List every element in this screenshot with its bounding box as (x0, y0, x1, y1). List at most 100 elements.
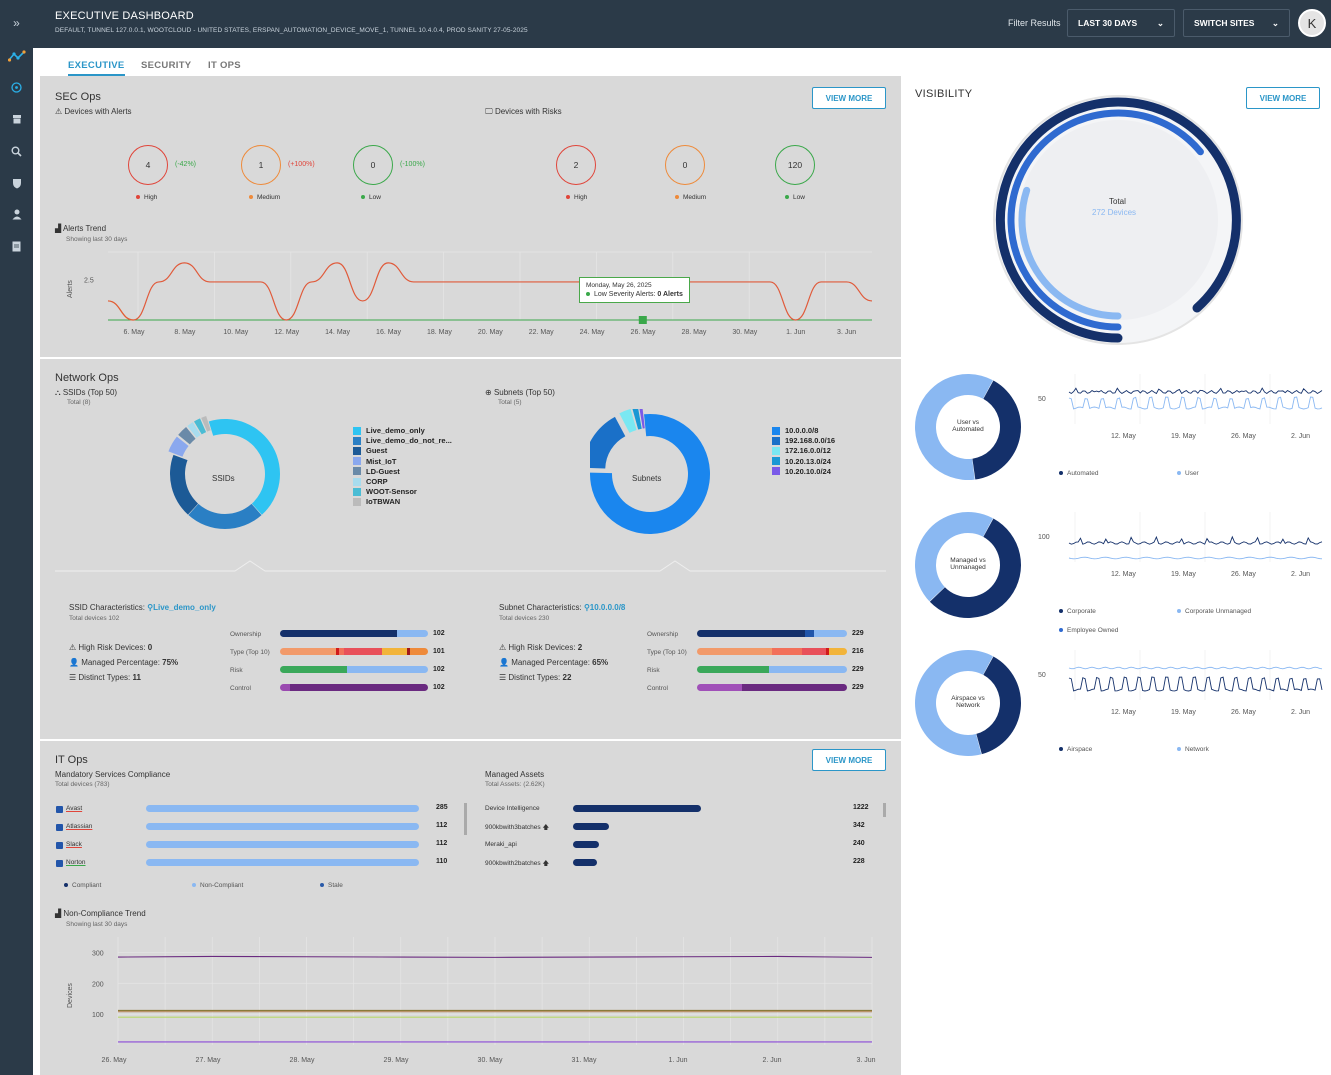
ssid-bar[interactable] (280, 648, 428, 655)
mini-legend-item[interactable]: Airspace (1059, 746, 1092, 753)
asset-name[interactable]: Meraki_api (485, 841, 517, 848)
alert-circle-medium[interactable]: 1 (241, 145, 281, 185)
x-tick-label: 28. May (290, 1057, 315, 1064)
ssids-title: SSIDs (Top 50) (62, 388, 118, 397)
managed-assets-title: Managed Assets (485, 770, 545, 779)
switch-sites-select[interactable]: SWITCH SITES ⌄ (1183, 9, 1290, 37)
subnet-legend-item[interactable]: 172.16.0.0/12 (772, 446, 831, 455)
tab-it-ops[interactable]: IT OPS (208, 60, 241, 71)
mini-legend-item[interactable]: User (1177, 470, 1199, 477)
ssid-legend-item[interactable]: LD-Guest (353, 467, 400, 476)
report-icon[interactable] (0, 235, 33, 257)
ssid-legend-item[interactable]: Guest (353, 446, 387, 455)
services-scrollbar[interactable] (464, 803, 467, 835)
subnet-legend-item[interactable]: 10.20.13.0/24 (772, 457, 831, 466)
visibility-total-value: 272 Devices (1092, 208, 1137, 217)
it-ops-view-more-button[interactable]: VIEW MORE (812, 749, 886, 771)
risk-circle-high[interactable]: 2 (556, 145, 596, 185)
ssid-bar[interactable] (280, 684, 428, 691)
mini-legend-item[interactable]: Employee Owned (1059, 627, 1118, 634)
service-bar[interactable] (146, 823, 419, 830)
ssid-char-link[interactable]: ⚲Live_demo_only (147, 603, 216, 612)
ssid-bar[interactable] (280, 630, 428, 637)
legend-dot (1177, 747, 1181, 752)
x-tick-label: 26. May (631, 329, 656, 336)
msc-legend-item[interactable]: Non-Compliant (192, 882, 243, 889)
subnet-bar[interactable] (697, 684, 847, 691)
ssid-legend-item[interactable]: Live_demo_only (353, 426, 425, 435)
x-tick-label: 3. Jun (856, 1057, 875, 1064)
search-icon[interactable] (0, 140, 33, 162)
risk-circle-medium[interactable]: 0 (665, 145, 705, 185)
subnet-bar[interactable] (697, 630, 847, 637)
service-name[interactable]: Avast (66, 805, 83, 812)
ssid-bar[interactable] (280, 666, 428, 673)
legend-label: 172.16.0.0/12 (785, 446, 831, 456)
tab-executive[interactable]: EXECUTIVE (68, 60, 125, 76)
ssid-legend-item[interactable]: IoTBWAN (353, 497, 400, 506)
service-checkbox[interactable] (56, 824, 63, 831)
trend-series-a (1068, 666, 1323, 670)
subnet-char-link[interactable]: ⚲10.0.0.0/8 (583, 603, 626, 612)
shield-icon[interactable] (0, 172, 33, 194)
subnet-donut-chart[interactable] (590, 409, 720, 539)
asset-bar[interactable] (573, 805, 701, 812)
visibility-view-more-button[interactable]: VIEW MORE (1246, 87, 1320, 109)
asset-bar[interactable] (573, 859, 598, 866)
ssid-legend-item[interactable]: Mist_IoT (353, 457, 396, 466)
mini-legend-item[interactable]: Automated (1059, 470, 1098, 477)
asset-bar[interactable] (573, 823, 609, 830)
bar-segment (805, 630, 814, 637)
sec-ops-view-more-button[interactable]: VIEW MORE (812, 87, 886, 109)
ssid-legend-item[interactable]: WOOT-Sensor (353, 487, 417, 496)
service-name[interactable]: Norton (66, 859, 86, 866)
asset-name[interactable]: Device Intelligence (485, 805, 540, 812)
tab-security[interactable]: SECURITY (141, 60, 192, 71)
service-checkbox[interactable] (56, 860, 63, 867)
service-checkbox[interactable] (56, 842, 63, 849)
asset-name[interactable]: 900kbwith2batches 🡅 (485, 860, 550, 867)
dashboard-icon[interactable] (0, 76, 33, 98)
mini-donut-2[interactable] (913, 648, 1023, 758)
service-bar[interactable] (146, 805, 419, 812)
x-tick-label: 2. Jun (762, 1057, 781, 1064)
avatar[interactable]: K (1298, 9, 1326, 37)
subnet-legend-item[interactable]: 192.168.0.0/16 (772, 436, 835, 445)
subnet-legend-item[interactable]: 10.0.0.0/8 (772, 426, 818, 435)
mini-donut-1[interactable] (913, 510, 1023, 620)
assets-scrollbar[interactable] (883, 803, 886, 817)
asset-bar[interactable] (573, 841, 599, 848)
subnet-bar-label: Control (647, 685, 668, 692)
risk-circle-low[interactable]: 120 (775, 145, 815, 185)
visibility-total-donut[interactable] (989, 91, 1247, 349)
alert-circle-low[interactable]: 0 (353, 145, 393, 185)
mini-legend-item[interactable]: Corporate (1059, 608, 1096, 615)
logo-icon[interactable] (0, 45, 33, 67)
msc-legend-item[interactable]: Compliant (64, 882, 101, 889)
subnet-bar[interactable] (697, 666, 847, 673)
expand-icon[interactable]: » (13, 16, 20, 30)
date-filter-select[interactable]: LAST 30 DAYS ⌄ (1067, 9, 1175, 37)
mini-donut-center: Airspace vs Network (938, 695, 998, 709)
subnet-bar[interactable] (697, 648, 847, 655)
msc-legend-item[interactable]: Stale (320, 882, 343, 889)
ssid-donut-chart[interactable] (160, 409, 290, 539)
asset-name[interactable]: 900kbwith3batches 🡅 (485, 824, 550, 831)
service-name[interactable]: Slack (66, 841, 82, 848)
bar-segment (697, 684, 742, 691)
ssid-legend-item[interactable]: Live_demo_do_not_re... (353, 436, 452, 445)
service-checkbox[interactable] (56, 806, 63, 813)
user-icon[interactable] (0, 203, 33, 225)
service-bar[interactable] (146, 859, 419, 866)
service-bar[interactable] (146, 841, 419, 848)
bar-chart-icon: ▟ (55, 909, 62, 918)
service-name[interactable]: Atlassian (66, 823, 93, 830)
mini-legend-item[interactable]: Network (1177, 746, 1209, 753)
alert-circle-high[interactable]: 4 (128, 145, 168, 185)
mini-legend-item[interactable]: Corporate Unmanaged (1177, 608, 1251, 615)
ssid-legend-item[interactable]: CORP (353, 477, 388, 486)
trend-series-b (1068, 676, 1323, 692)
mini-donut-0[interactable] (913, 372, 1023, 482)
subnet-legend-item[interactable]: 10.20.10.0/24 (772, 467, 831, 476)
inventory-icon[interactable] (0, 108, 33, 130)
